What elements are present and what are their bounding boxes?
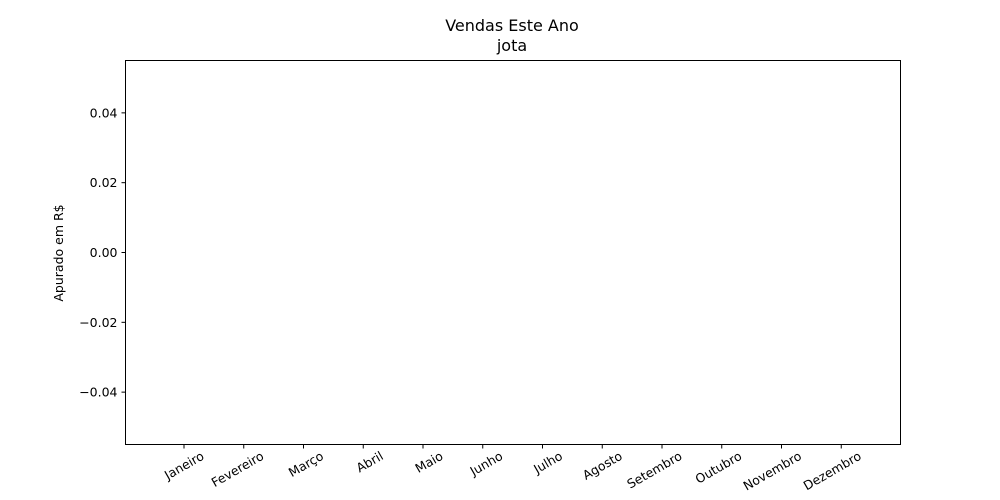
x-tick-label: Abril: [354, 448, 386, 475]
plot-area: [125, 60, 901, 445]
x-tick-label: Janeiro: [161, 448, 207, 483]
x-tick-label: Agosto: [580, 448, 625, 483]
y-tick-label: −0.02: [79, 315, 117, 330]
y-tick-label: 0.02: [90, 175, 118, 190]
y-tick-label: −0.04: [79, 385, 117, 400]
x-tick-label: Setembro: [624, 448, 684, 491]
x-tick-label: Fevereiro: [209, 448, 267, 490]
x-tick-label: Dezembro: [801, 448, 864, 493]
x-tick-label: Março: [286, 448, 326, 480]
y-axis-label: Apurado em R$: [51, 204, 66, 301]
y-tick-label: 0.04: [90, 105, 118, 120]
x-tick-label: Maio: [412, 448, 445, 476]
chart-subtitle: jota: [496, 36, 527, 55]
y-axis-ticks: 0.04 0.02 0.00 −0.02 −0.04: [79, 105, 126, 400]
x-tick-label: Julho: [530, 448, 565, 477]
x-axis-ticks: Janeiro Fevereiro Março Abril Maio Junho Julho…: [161, 444, 864, 493]
x-tick-label: Outubro: [693, 448, 745, 487]
chart-title: Vendas Este Ano: [445, 16, 579, 35]
y-tick-label: 0.00: [90, 245, 118, 260]
x-tick-label: Junho: [466, 448, 505, 479]
x-tick-label: Novembro: [740, 448, 804, 493]
